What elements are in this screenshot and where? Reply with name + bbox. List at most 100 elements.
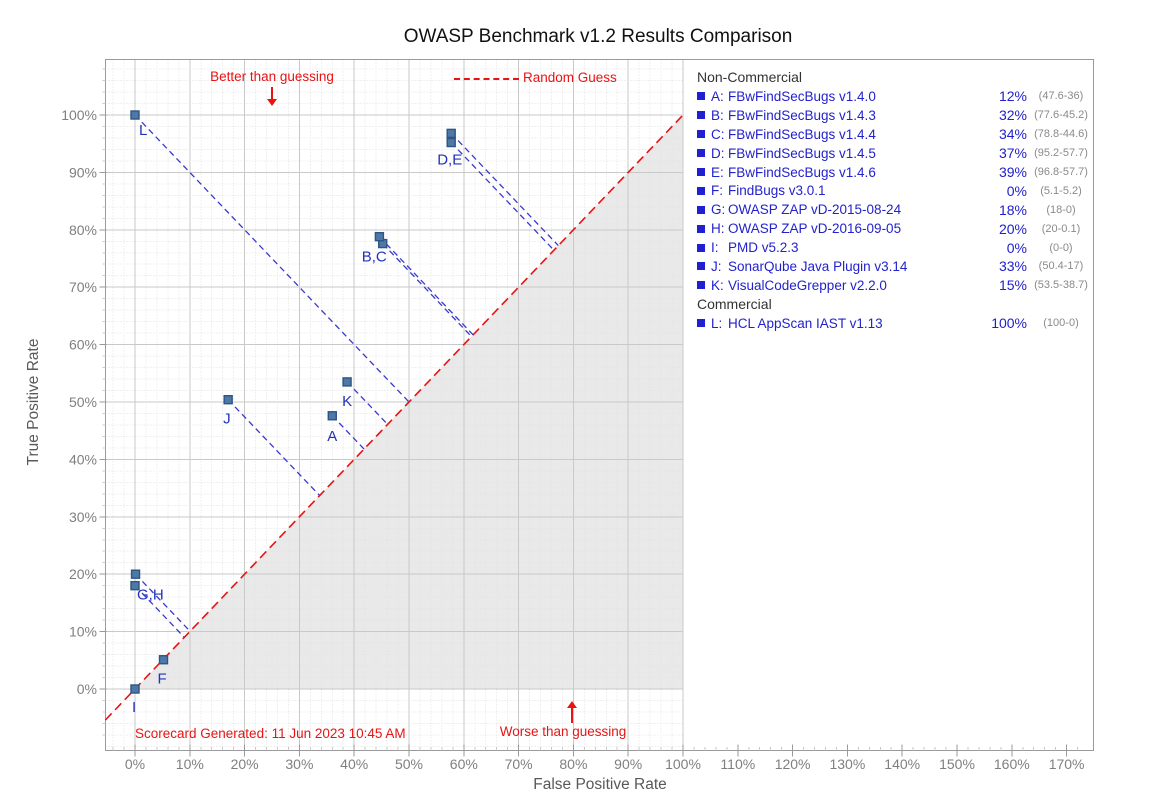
- major-gridlines: [105, 59, 684, 751]
- legend-item-J: J: SonarQube Java Plugin v3.14 33% (50.4-17…: [697, 257, 1095, 276]
- legend-item-name: SonarQube Java Plugin v3.14: [728, 258, 908, 274]
- legend-item-detail: (50.4-17): [1038, 260, 1084, 273]
- point-marker-I: [130, 684, 140, 694]
- point-label-F: F: [157, 671, 166, 688]
- x-axis-title: False Positive Rate: [533, 776, 667, 793]
- legend-item-B: B: FBwFindSecBugs v1.4.3 32% (77.6-45.2): [697, 106, 1095, 125]
- legend: Non-Commercial A: FBwFindSecBugs v1.4.0 12%…: [697, 68, 1095, 333]
- arrow-down-icon: [265, 87, 279, 106]
- legend-item-detail: (95.2-57.7): [1034, 147, 1088, 160]
- legend-item-letter: I:: [711, 240, 719, 256]
- legend-item-A: A: FBwFindSecBugs v1.4.0 12% (47.6-36): [697, 87, 1095, 106]
- point-label-J: J: [223, 411, 231, 428]
- legend-item-C: C: FBwFindSecBugs v1.4.4 34% (78.8-44.6): [697, 125, 1095, 144]
- point-marker-G: [130, 580, 140, 591]
- legend-item-name: FBwFindSecBugs v1.4.6: [728, 164, 876, 180]
- legend-item-detail: (100-0): [1043, 317, 1079, 330]
- legend-item-score: 12%: [998, 88, 1027, 105]
- point-marker-D: [446, 137, 456, 148]
- legend-item-name: FBwFindSecBugs v1.4.3: [728, 107, 876, 123]
- legend-item-score: 18%: [998, 201, 1027, 218]
- svg-text:100%: 100%: [665, 756, 701, 772]
- legend-item-detail: (53.5-38.7): [1034, 279, 1088, 292]
- legend-item-letter: H:: [711, 221, 725, 237]
- random-guess-line-swatch: [454, 78, 519, 80]
- point-marker-E: [446, 128, 456, 139]
- point-label-BC: B,C: [362, 249, 387, 266]
- chart-title: OWASP Benchmark v1.2 Results Comparison: [403, 26, 793, 47]
- point-marker-C: [374, 231, 385, 242]
- legend-swatch-icon: [697, 168, 711, 176]
- legend-item-score: 39%: [998, 164, 1027, 180]
- svg-text:80%: 80%: [559, 756, 587, 772]
- point-label-DE: D,E: [437, 152, 462, 169]
- legend-item-score: 20%: [998, 220, 1027, 237]
- x-tick-labels: 0% 10% 20% 30% 40% 50% 60% 70% 80% 90% 100% 110% 120…: [125, 756, 1085, 772]
- legend-item-detail: (96.8-57.7): [1034, 166, 1088, 178]
- svg-text:50%: 50%: [395, 756, 423, 772]
- point-marker-A: [327, 411, 337, 421]
- point-label-L: L: [139, 122, 147, 139]
- arrow-up-icon: [565, 701, 579, 723]
- legend-item-detail: (5.1-5.2): [1040, 184, 1082, 197]
- svg-text:10%: 10%: [176, 756, 204, 772]
- point-labels: L D,E B,C J K A G,H F I: [132, 122, 462, 716]
- svg-text:20%: 20%: [69, 566, 97, 582]
- svg-text:160%: 160%: [994, 756, 1030, 772]
- legend-item-name: FBwFindSecBugs v1.4.5: [728, 145, 876, 161]
- legend-item-letter: D:: [711, 145, 725, 161]
- legend-item-detail: (78.8-44.6): [1034, 128, 1088, 141]
- legend-item-letter: G:: [711, 202, 726, 218]
- svg-text:60%: 60%: [69, 337, 97, 353]
- legend-item-H: H: OWASP ZAP vD-2016-09-05 20% (20-0.1): [697, 219, 1095, 238]
- legend-swatch-icon: [697, 130, 711, 139]
- legend-swatch-icon: [697, 319, 711, 328]
- data-points: [130, 110, 456, 694]
- legend-item-G: G: OWASP ZAP vD-2015-08-24 18% (18-0): [697, 200, 1095, 219]
- legend-item-score: 100%: [991, 315, 1027, 332]
- legend-swatch-icon: [697, 243, 711, 252]
- legend-item-letter: C:: [711, 126, 725, 142]
- scorecard-generated-label: Scorecard Generated: 11 Jun 2023 10:45 A…: [135, 726, 406, 741]
- plot-frame: [105, 59, 1094, 751]
- legend-item-name: FindBugs v3.0.1: [728, 183, 826, 199]
- y-tick-labels: 0% 10% 20% 30% 40% 50% 60% 70% 80% 90% 100%: [61, 107, 97, 697]
- better-than-guessing-label: Better than guessing: [210, 69, 334, 84]
- legend-item-score: 33%: [998, 258, 1027, 275]
- legend-item-score: 37%: [998, 145, 1027, 162]
- legend-item-L: L: HCL AppScan IAST v1.13 100% (100-0): [697, 314, 1095, 333]
- svg-text:140%: 140%: [884, 756, 920, 772]
- svg-text:170%: 170%: [1049, 756, 1085, 772]
- svg-text:40%: 40%: [69, 451, 97, 467]
- svg-text:80%: 80%: [69, 222, 97, 238]
- svg-text:30%: 30%: [285, 756, 313, 772]
- svg-text:110%: 110%: [720, 756, 755, 772]
- legend-item-letter: B:: [711, 107, 724, 123]
- legend-item-score: 34%: [998, 126, 1027, 143]
- legend-item-letter: L:: [711, 315, 723, 331]
- point-label-I: I: [132, 699, 136, 716]
- legend-item-letter: A:: [711, 88, 724, 104]
- svg-text:0%: 0%: [125, 756, 145, 772]
- legend-item-letter: K:: [711, 277, 724, 293]
- svg-text:90%: 90%: [69, 164, 97, 180]
- y-axis-title: True Positive Rate: [25, 339, 42, 466]
- legend-item-detail: (20-0.1): [1041, 222, 1081, 235]
- legend-item-letter: J:: [711, 258, 722, 274]
- svg-text:10%: 10%: [69, 624, 97, 640]
- svg-text:20%: 20%: [231, 756, 259, 772]
- point-marker-L: [130, 110, 140, 120]
- legend-item-detail: (0-0): [1049, 241, 1073, 254]
- legend-item-detail: (18-0): [1046, 203, 1076, 216]
- legend-item-name: VisualCodeGrepper v2.2.0: [728, 277, 887, 293]
- legend-item-E: E: FBwFindSecBugs v1.4.6 39% (96.8-57.7): [697, 163, 1095, 182]
- legend-item-name: FBwFindSecBugs v1.4.4: [728, 126, 876, 142]
- point-marker-F: [158, 655, 169, 665]
- legend-item-I: I: PMD v5.2.3 0% (0-0): [697, 238, 1095, 257]
- point-label-GH: G,H: [137, 587, 164, 604]
- legend-heading: Non-Commercial: [697, 69, 803, 85]
- svg-text:70%: 70%: [505, 756, 533, 772]
- legend-swatch-icon: [697, 205, 711, 214]
- point-marker-J: [223, 395, 233, 405]
